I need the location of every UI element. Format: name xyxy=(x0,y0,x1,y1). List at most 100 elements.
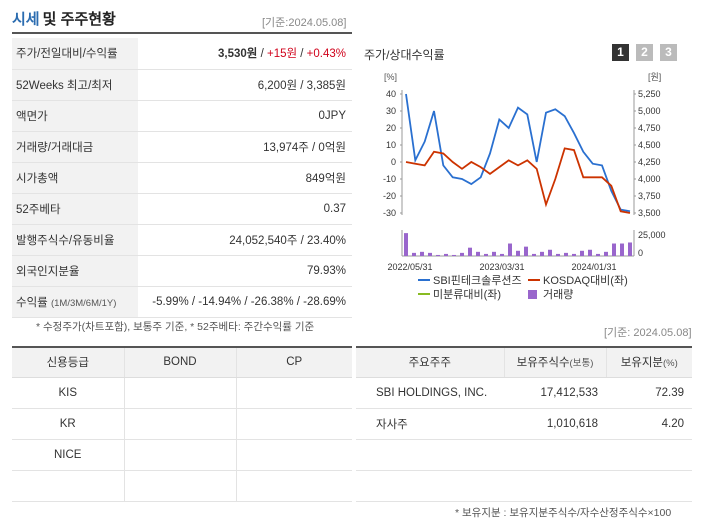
left-axis-unit: [%] xyxy=(384,72,397,82)
volume-bar xyxy=(524,246,528,256)
volume-bar xyxy=(628,242,632,256)
legend-label-1: SBI핀테크솔루션즈 xyxy=(433,274,522,287)
volume-bar xyxy=(604,251,608,256)
volume-bar xyxy=(460,252,464,256)
week52-value: 6,200원 / 3,385원 xyxy=(138,69,352,101)
right-axis-unit: [원] xyxy=(648,72,661,82)
table-row: 수익률 (1M/3M/6M/1Y) -5.99% / -14.94% / -26… xyxy=(12,286,352,318)
volume-bar xyxy=(612,243,616,256)
right-tick-label: 3,750 xyxy=(638,191,661,201)
mcap-label: 시가총액 xyxy=(12,162,138,194)
section-title: 및 주주현황 xyxy=(42,11,116,28)
return-value: -5.99% / -14.94% / -26.38% / -28.69% xyxy=(138,286,352,318)
volume-bar xyxy=(588,249,592,256)
volume-bar xyxy=(484,253,488,256)
return-label: 수익률 (1M/3M/6M/1Y) xyxy=(12,286,138,318)
foreign-value: 79.93% xyxy=(138,255,352,287)
x-tick-label: 2023/03/31 xyxy=(479,262,524,272)
foreign-label: 외국인지분율 xyxy=(12,255,138,287)
major-holders-table: 주요주주 보유주식수(보통) 보유지분(%) SBI HOLDINGS, INC… xyxy=(356,346,692,502)
kosdaq-relative-line xyxy=(405,147,631,214)
right-tick-label: 4,500 xyxy=(638,140,661,150)
volume-bar xyxy=(596,253,600,256)
left-tick-label: 20 xyxy=(386,123,396,133)
volume-bar xyxy=(580,250,584,256)
table-row: KIS xyxy=(12,377,352,409)
legend-label-3: 미분류대비(좌) xyxy=(433,288,501,301)
col-header-holder: 주요주주 xyxy=(356,346,505,378)
left-tick-label: -10 xyxy=(383,174,396,184)
volume-label: 거래량/거래대금 xyxy=(12,131,138,163)
table-row: 52Weeks 최고/최저 6,200원 / 3,385원 xyxy=(12,69,352,101)
volume-bar xyxy=(476,251,480,256)
volume-bar xyxy=(540,251,544,256)
price-label: 주가/전일대비/수익률 xyxy=(12,38,138,70)
legend-swatch xyxy=(528,290,537,299)
par-label: 액면가 xyxy=(12,100,138,132)
right-tick-label: 3,500 xyxy=(638,208,661,218)
table-row xyxy=(12,470,352,502)
par-value: 0JPY xyxy=(138,100,352,132)
stock-price-line xyxy=(405,93,631,213)
current-price: 3,530원 xyxy=(218,48,258,61)
x-tick-label: 2024/01/31 xyxy=(571,262,616,272)
price-value: 3,530원 / +15원 / +0.43% xyxy=(138,38,352,70)
volume-bar xyxy=(404,233,408,256)
volume-zero-label: 0 xyxy=(638,248,643,258)
volume-bar xyxy=(444,253,448,256)
volume-bar xyxy=(548,249,552,256)
table-row: SBI HOLDINGS, INC. 17,412,533 72.39 xyxy=(356,377,692,409)
col-header-shares: 보유주식수(보통) xyxy=(504,346,607,378)
volume-bar xyxy=(556,253,560,256)
chart-page-3-button[interactable]: 3 xyxy=(660,44,677,61)
table-row: 자사주 1,010,618 4.20 xyxy=(356,408,692,440)
table-row: 외국인지분율 79.93% xyxy=(12,255,352,287)
base-date: [기준:2024.05.08] xyxy=(262,17,347,29)
beta-value: 0.37 xyxy=(138,193,352,225)
volume-bar xyxy=(620,243,624,256)
left-tick-label: 10 xyxy=(386,140,396,150)
volume-bar xyxy=(428,252,432,256)
price-table: 주가/전일대비/수익률 3,530원 / +15원 / +0.43% 52Wee… xyxy=(12,38,352,318)
table-row: 52주베타 0.37 xyxy=(12,193,352,225)
table-row xyxy=(356,439,692,471)
table-row: KR xyxy=(12,408,352,440)
footnote-left: * 수정주가(차트포함), 보통주 기준, * 52주베타: 주간수익률 기준 xyxy=(36,321,315,333)
col-header-stake: 보유지분(%) xyxy=(606,346,692,378)
beta-label: 52주베타 xyxy=(12,193,138,225)
volume-bar xyxy=(564,252,568,256)
table-row: 거래량/거래대금 13,974주 / 0억원 xyxy=(12,131,352,163)
price-chart: [%] [원] 40 30 20 10 0 -10 -20 -30 5,250 5,000 4,750 4… xyxy=(383,72,666,301)
volume-bar xyxy=(452,254,456,256)
legend-label-2: KOSDAQ대비(좌) xyxy=(543,274,628,287)
table-row: 발행주식수/유동비율 24,052,540주 / 23.40% xyxy=(12,224,352,256)
shares-label: 발행주식수/유동비율 xyxy=(12,224,138,256)
price-change-pct: +0.43% xyxy=(306,48,346,61)
right-tick-label: 4,250 xyxy=(638,157,661,167)
table-row: 시가총액 849억원 xyxy=(12,162,352,194)
right-tick-label: 4,000 xyxy=(638,174,661,184)
week52-label: 52Weeks 최고/최저 xyxy=(12,69,138,101)
price-change: +15원 xyxy=(266,48,298,61)
table-row: 액면가 0JPY xyxy=(12,100,352,132)
chart-page-1-button[interactable]: 1 xyxy=(612,44,629,61)
chart-title: 주가/상대수익률 xyxy=(364,48,445,62)
legend-label-4: 거래량 xyxy=(543,288,573,301)
left-tick-label: 30 xyxy=(386,106,396,116)
section-title-blue: 시세 xyxy=(12,11,40,28)
section-header: 시세 및 주주현황 xyxy=(12,8,352,32)
credit-rating-table: 신용등급 BOND CP KIS KR NICE xyxy=(12,346,352,502)
left-tick-label: 40 xyxy=(386,89,396,99)
volume-value: 13,974주 / 0억원 xyxy=(138,131,352,163)
return-period: (1M/3M/6M/1Y) xyxy=(50,297,117,309)
shares-value: 24,052,540주 / 23.40% xyxy=(138,224,352,256)
col-header-rating: 신용등급 xyxy=(12,346,125,378)
col-header-cp: CP xyxy=(236,346,352,378)
footnote-right: * 보유지분 : 보유지분주식수/자수산정주식수×100 xyxy=(455,507,672,519)
header-divider xyxy=(12,32,352,34)
left-tick-label: -20 xyxy=(383,191,396,201)
chart-page-2-button[interactable]: 2 xyxy=(636,44,653,61)
volume-max-label: 25,000 xyxy=(638,230,666,240)
table-row: 주가/전일대비/수익률 3,530원 / +15원 / +0.43% xyxy=(12,38,352,70)
right-tick-label: 5,250 xyxy=(638,89,661,99)
